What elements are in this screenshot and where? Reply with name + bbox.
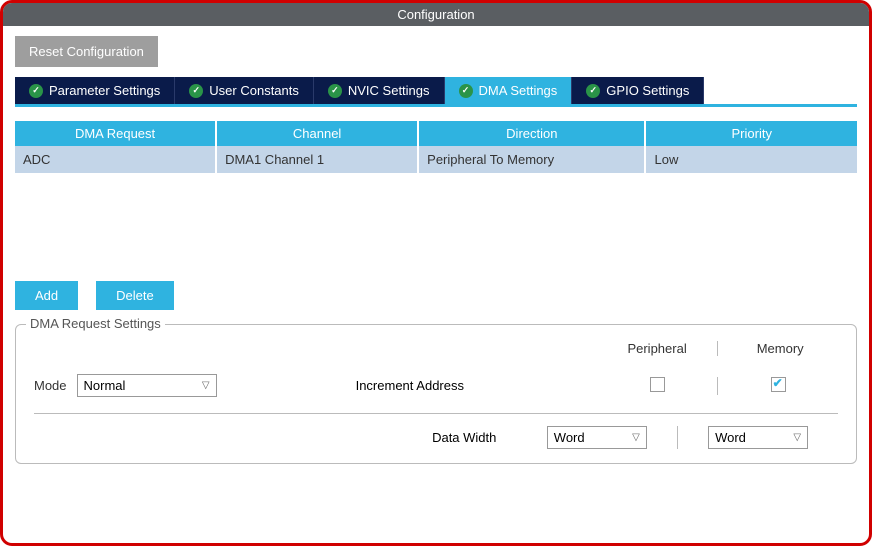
th-direction: Direction [419, 121, 646, 146]
tab-nvic-settings[interactable]: ✓ NVIC Settings [314, 77, 445, 104]
tab-label: User Constants [209, 83, 299, 98]
peripheral-header: Peripheral [597, 341, 718, 356]
td-request: ADC [15, 146, 217, 173]
table-row[interactable]: ADC DMA1 Channel 1 Peripheral To Memory … [15, 146, 857, 173]
chevron-down-icon: ▽ [202, 380, 210, 391]
tab-label: GPIO Settings [606, 83, 689, 98]
mode-group: Mode Normal ▽ [34, 374, 356, 397]
fieldset-legend: DMA Request Settings [26, 316, 165, 331]
add-button[interactable]: Add [15, 281, 78, 310]
tab-dma-settings[interactable]: ✓ DMA Settings [445, 77, 573, 104]
th-priority: Priority [646, 121, 857, 146]
memory-header: Memory [717, 341, 838, 356]
td-priority: Low [646, 146, 857, 173]
check-icon: ✓ [29, 84, 43, 98]
increment-peripheral-cell [597, 377, 718, 395]
th-request: DMA Request [15, 121, 217, 146]
mode-label: Mode [34, 378, 67, 393]
tab-user-constants[interactable]: ✓ User Constants [175, 77, 314, 104]
th-channel: Channel [217, 121, 419, 146]
data-width-row: Data Width Word ▽ Word ▽ [34, 426, 838, 449]
title-text: Configuration [397, 7, 474, 22]
check-icon: ✓ [459, 84, 473, 98]
data-width-memory-cell: Word ▽ [677, 426, 838, 449]
mode-select[interactable]: Normal ▽ [77, 374, 217, 397]
title-bar: Configuration [3, 3, 869, 26]
data-width-peripheral-value: Word [554, 430, 585, 445]
data-width-peripheral-select[interactable]: Word ▽ [547, 426, 647, 449]
dma-request-settings: DMA Request Settings Peripheral Memory M… [15, 324, 857, 464]
increment-peripheral-checkbox[interactable] [650, 377, 665, 392]
data-width-label: Data Width [356, 430, 517, 445]
delete-button[interactable]: Delete [96, 281, 174, 310]
data-width-peripheral-cell: Word ▽ [516, 426, 677, 449]
tab-bar: ✓ Parameter Settings ✓ User Constants ✓ … [15, 77, 857, 107]
mode-increment-row: Mode Normal ▽ Increment Address [34, 374, 838, 407]
table-header-row: DMA Request Channel Direction Priority [15, 121, 857, 146]
tab-label: Parameter Settings [49, 83, 160, 98]
dma-table: DMA Request Channel Direction Priority A… [15, 121, 857, 273]
check-icon: ✓ [328, 84, 342, 98]
td-direction: Peripheral To Memory [419, 146, 646, 173]
chevron-down-icon: ▽ [793, 432, 801, 443]
data-width-memory-select[interactable]: Word ▽ [708, 426, 808, 449]
increment-memory-cell [717, 377, 838, 395]
mode-value: Normal [84, 378, 126, 393]
tab-label: NVIC Settings [348, 83, 430, 98]
tab-gpio-settings[interactable]: ✓ GPIO Settings [572, 77, 704, 104]
chevron-down-icon: ▽ [632, 432, 640, 443]
check-icon: ✓ [586, 84, 600, 98]
td-channel: DMA1 Channel 1 [217, 146, 419, 173]
button-row: Add Delete [15, 281, 857, 310]
divider [34, 413, 838, 414]
settings-header-row: Peripheral Memory [34, 341, 838, 356]
reset-button[interactable]: Reset Configuration [15, 36, 158, 67]
content-area: Reset Configuration ✓ Parameter Settings… [3, 26, 869, 474]
increment-memory-checkbox[interactable] [771, 377, 786, 392]
increment-label: Increment Address [356, 378, 597, 393]
table-empty-space [15, 173, 857, 273]
settings-grid: Peripheral Memory Mode Normal ▽ Incremen… [34, 341, 838, 449]
config-panel: Configuration Reset Configuration ✓ Para… [0, 0, 872, 546]
tab-label: DMA Settings [479, 83, 558, 98]
tab-parameter-settings[interactable]: ✓ Parameter Settings [15, 77, 175, 104]
check-icon: ✓ [189, 84, 203, 98]
data-width-memory-value: Word [715, 430, 746, 445]
